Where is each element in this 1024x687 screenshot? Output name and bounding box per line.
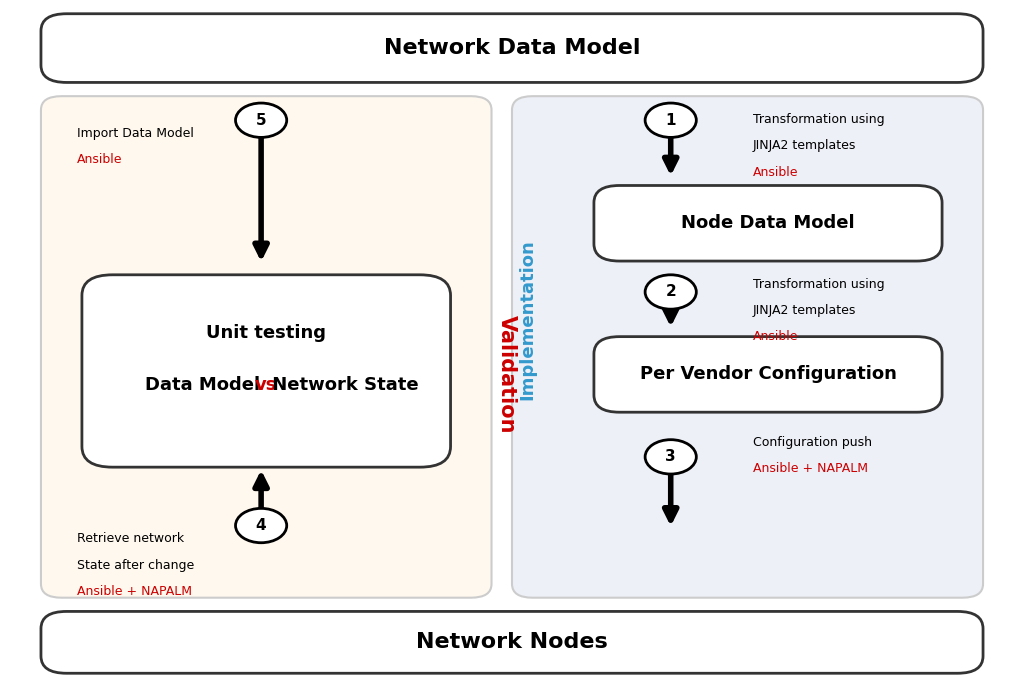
Text: Network State: Network State [266, 376, 419, 394]
Text: Ansible: Ansible [77, 153, 122, 166]
FancyBboxPatch shape [41, 14, 983, 82]
Circle shape [236, 508, 287, 543]
Text: Network Data Model: Network Data Model [384, 38, 640, 58]
FancyBboxPatch shape [41, 611, 983, 673]
Text: 2: 2 [666, 284, 676, 300]
Text: Network Nodes: Network Nodes [416, 632, 608, 653]
Text: Ansible: Ansible [753, 330, 798, 344]
Text: Node Data Model: Node Data Model [681, 214, 855, 232]
Text: JINJA2 templates: JINJA2 templates [753, 304, 856, 317]
Circle shape [645, 275, 696, 309]
Text: Retrieve network: Retrieve network [77, 532, 184, 545]
Text: Implementation: Implementation [518, 239, 537, 400]
Text: Unit testing: Unit testing [206, 324, 327, 342]
Text: Transformation using: Transformation using [753, 113, 885, 126]
Text: Ansible + NAPALM: Ansible + NAPALM [753, 462, 867, 475]
Text: Ansible + NAPALM: Ansible + NAPALM [77, 585, 191, 598]
Text: 5: 5 [256, 113, 266, 128]
FancyBboxPatch shape [41, 96, 492, 598]
Circle shape [236, 103, 287, 137]
Circle shape [645, 440, 696, 474]
Text: Data Model: Data Model [144, 376, 266, 394]
Text: vs: vs [255, 376, 278, 394]
Text: 3: 3 [666, 449, 676, 464]
FancyBboxPatch shape [594, 185, 942, 261]
Circle shape [645, 103, 696, 137]
Text: 4: 4 [256, 518, 266, 533]
Text: Per Vendor Configuration: Per Vendor Configuration [640, 365, 896, 383]
Text: Validation: Validation [497, 315, 517, 433]
Text: Ansible: Ansible [753, 166, 798, 179]
Text: JINJA2 templates: JINJA2 templates [753, 139, 856, 153]
Text: Transformation using: Transformation using [753, 278, 885, 291]
Text: 1: 1 [666, 113, 676, 128]
FancyBboxPatch shape [594, 337, 942, 412]
FancyBboxPatch shape [82, 275, 451, 467]
Text: Import Data Model: Import Data Model [77, 127, 194, 140]
FancyBboxPatch shape [512, 96, 983, 598]
Text: Configuration push: Configuration push [753, 436, 871, 449]
Text: State after change: State after change [77, 559, 195, 572]
